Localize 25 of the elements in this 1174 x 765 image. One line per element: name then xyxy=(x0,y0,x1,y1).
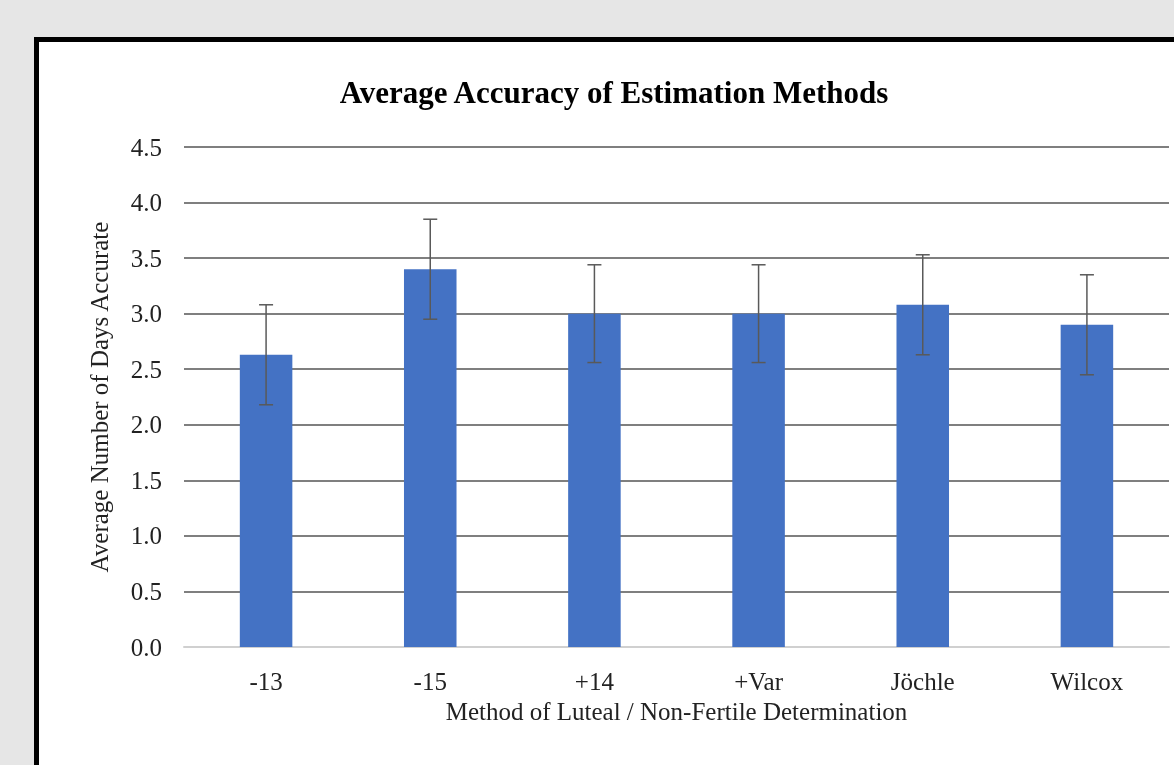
y-tick-label: 3.0 xyxy=(130,300,162,328)
bar xyxy=(732,313,785,647)
y-tick-label: 1.0 xyxy=(130,522,162,550)
x-axis-title: Method of Luteal / Non-Fertile Determination xyxy=(445,698,908,725)
bar xyxy=(568,313,621,647)
y-tick-label: 4.5 xyxy=(130,133,162,161)
bar xyxy=(403,269,457,647)
x-tick-label: Wilcox xyxy=(1050,668,1124,695)
y-tick-label: 2.0 xyxy=(130,411,162,439)
x-tick-label: -13 xyxy=(249,668,283,695)
x-tick-label: +Var xyxy=(734,668,784,695)
x-tick-label: Jöchle xyxy=(890,668,955,695)
x-tick-label: -15 xyxy=(413,668,447,695)
bar xyxy=(1060,324,1114,647)
bar xyxy=(239,354,293,647)
y-tick-label: 0.0 xyxy=(130,633,162,661)
bar xyxy=(896,304,950,647)
y-tick-label: 2.5 xyxy=(130,355,162,383)
x-tick-label: +14 xyxy=(574,668,615,695)
y-axis-title: Average Number of Days Accurate xyxy=(86,221,113,573)
y-tick-label: 4.0 xyxy=(130,189,162,217)
y-tick-label: 0.5 xyxy=(130,577,162,605)
y-tick-label: 1.5 xyxy=(130,466,162,494)
chart-title: Average Accuracy of Estimation Methods xyxy=(339,75,889,110)
y-tick-label: 3.5 xyxy=(130,244,162,272)
